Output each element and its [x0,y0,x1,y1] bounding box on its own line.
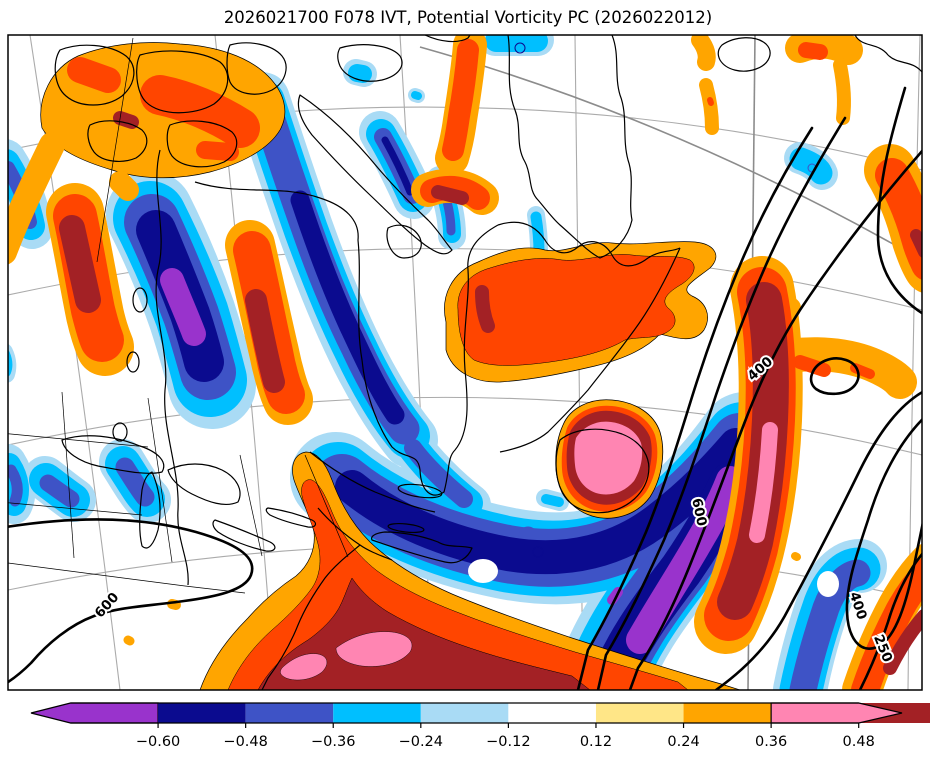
colorbar-tick-label: −0.60 [136,734,180,750]
pv-positive-pink [749,422,778,543]
colorbar-outline [70,702,859,724]
pv-positive-darkred-fill [257,577,591,690]
colorbar-tick-label: −0.36 [311,734,355,750]
colorbar-tick-label: 0.12 [580,734,612,750]
pv-fill-holes [468,559,839,597]
colorbar-tick-label: −0.12 [486,734,530,750]
colorbar-segment [683,703,772,723]
colorbar-tick-label: 0.48 [843,734,875,750]
plot-title: 2026021700 F078 IVT, Potential Vorticity… [224,8,712,27]
colorbar-arrow-left [30,702,159,724]
colorbar-tick-label: −0.48 [223,734,267,750]
state-borders [8,37,349,594]
colorbar-segment [245,703,334,723]
colorbar-tick-label: −0.24 [399,734,443,750]
map-border [7,34,923,691]
pv-positive-pink-fill [280,631,413,681]
colorbar: −0.60 −0.48 −0.36 −0.24 −0.12 0.12 0.24 0.36 0.4… [30,702,930,750]
pink-core-blob [555,399,664,519]
colorbar-segment [158,703,246,723]
ivt-contours [8,86,922,690]
coastlines [54,35,922,690]
colorbar-tick-label: 0.24 [667,734,699,750]
colorbar-segment [595,703,684,723]
colorbar-tick-label: 0.36 [755,734,787,750]
colorbar-segment [333,703,421,723]
colorbar-segment [508,703,596,723]
colorbar-segment [420,703,509,723]
